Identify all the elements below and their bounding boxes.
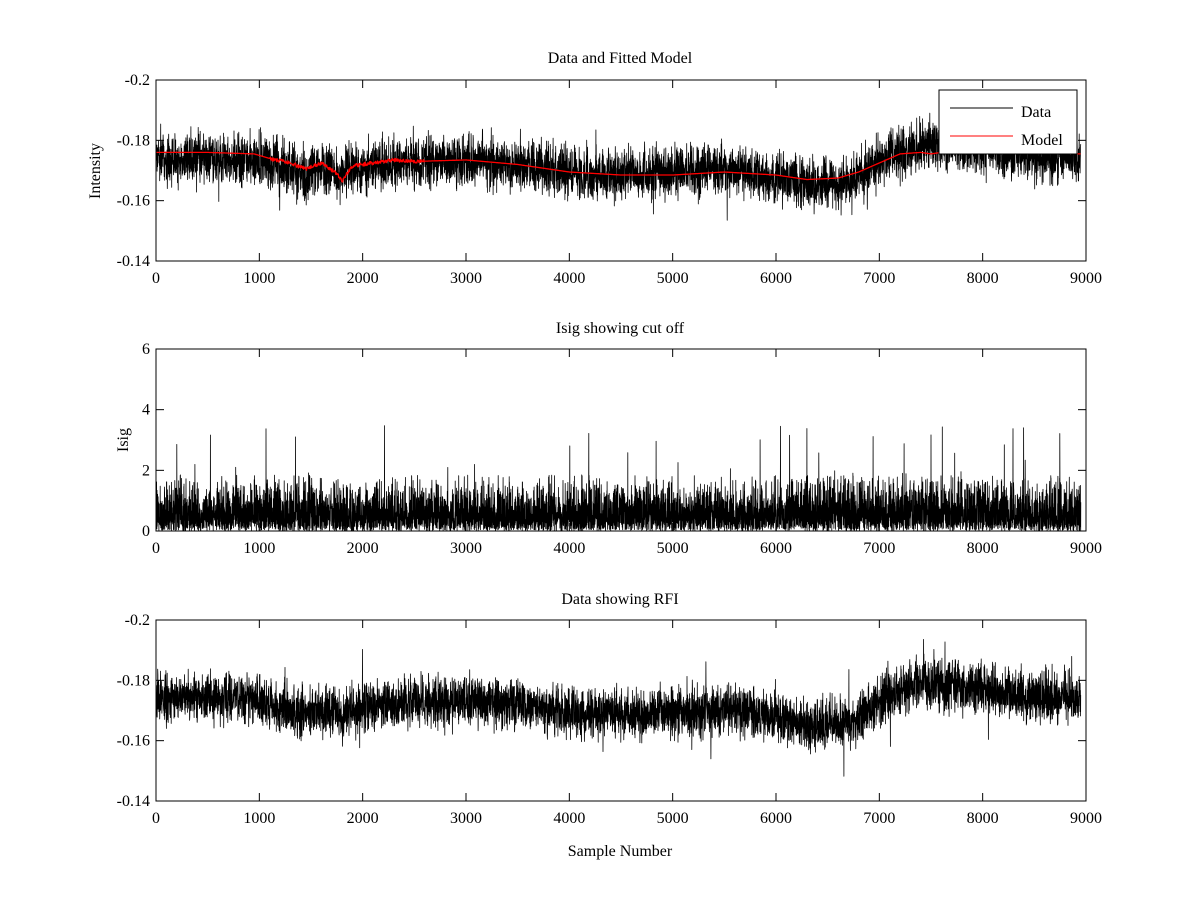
p3-x-tick-label: 4000: [553, 810, 585, 827]
p1-x-tick-label: 1000: [243, 270, 275, 287]
panel-3-x-axis-label: Sample Number: [568, 843, 673, 860]
p1-x-tick-label: 8000: [967, 270, 999, 287]
panel-2-plot-area: [156, 425, 1082, 531]
p1-series-data: [156, 112, 1082, 221]
p2-x-tick-label: 7000: [863, 540, 895, 557]
p3-x-tick-label: 7000: [863, 810, 895, 827]
panel-1-plot-area: [156, 112, 1082, 221]
p2-y-tick-label: 2: [142, 462, 150, 479]
p1-x-tick-label: 7000: [863, 270, 895, 287]
panel-3-frame: [155, 619, 1087, 802]
p1-x-tick-label: 4000: [553, 270, 585, 287]
p2-y-tick-label: 0: [142, 523, 150, 540]
p3-x-tick-label: 3000: [450, 810, 482, 827]
p3-y-tick-label: -0.2: [125, 612, 150, 629]
p2-x-tick-label: 6000: [760, 540, 792, 557]
p1-x-tick-label: 0: [152, 270, 160, 287]
p1-x-tick-label: 6000: [760, 270, 792, 287]
panel-3-plot-area: [156, 639, 1082, 777]
legend-box: [938, 89, 1078, 155]
p1-y-tick-label: -0.16: [117, 193, 150, 210]
panel-1-y-axis-label: Intensity: [87, 143, 104, 199]
legend-entry-data: Data: [1021, 104, 1051, 121]
p1-y-tick-label: -0.2: [125, 72, 150, 89]
panel-2-y-ticks: 0 2 4 6: [142, 341, 1086, 540]
p2-y-tick-label: 4: [142, 402, 150, 419]
p2-x-tick-label: 9000: [1070, 540, 1102, 557]
panel-2-frame: [155, 348, 1087, 532]
panel-2-y-axis-label: Isig: [115, 428, 132, 452]
p1-x-tick-label: 9000: [1070, 270, 1102, 287]
p3-x-tick-label: 1000: [243, 810, 275, 827]
p3-x-tick-label: 6000: [760, 810, 792, 827]
p3-x-tick-label: 0: [152, 810, 160, 827]
p1-y-tick-label: -0.14: [117, 253, 150, 270]
panel-data-and-model: Data and Fitted Model 0 1000 2000 3000 4000 5…: [87, 50, 1102, 287]
p1-x-tick-label: 5000: [657, 270, 689, 287]
p2-x-tick-label: 4000: [553, 540, 585, 557]
p2-x-tick-label: 0: [152, 540, 160, 557]
p2-x-tick-label: 2000: [347, 540, 379, 557]
panel-isig: Isig showing cut off 0 1000 2000 3000 4000 50…: [115, 320, 1102, 557]
panel-2-x-ticks: 0 1000 2000 3000 4000 5000 6000 7000 8000 9000: [152, 349, 1102, 557]
p1-x-tick-label: 3000: [450, 270, 482, 287]
p3-series-series-0: [156, 639, 1082, 777]
panel-1-y-ticks: -0.14 -0.16 -0.18 -0.2: [117, 72, 1086, 270]
p3-y-tick-label: -0.14: [117, 793, 150, 810]
p2-x-tick-label: 3000: [450, 540, 482, 557]
panel-1-title: Data and Fitted Model: [548, 50, 693, 67]
legend: Data Model: [938, 89, 1078, 155]
p3-y-tick-label: -0.16: [117, 733, 150, 750]
panel-data-showing-rfi: Data showing RFI 0 1000 2000 3000 4000 5000 60…: [117, 591, 1102, 860]
panel-3-y-ticks: -0.14 -0.16 -0.18 -0.2: [117, 612, 1086, 810]
p2-x-tick-label: 5000: [657, 540, 689, 557]
p2-y-tick-label: 6: [142, 341, 150, 358]
p3-x-tick-label: 8000: [967, 810, 999, 827]
p3-x-tick-label: 5000: [657, 810, 689, 827]
panel-3-title: Data showing RFI: [561, 591, 678, 608]
p1-series-model: [156, 150, 1081, 183]
p1-y-tick-label: -0.18: [117, 132, 150, 149]
p3-x-tick-label: 2000: [347, 810, 379, 827]
p2-x-tick-label: 8000: [967, 540, 999, 557]
panel-2-title: Isig showing cut off: [556, 320, 685, 337]
panel-1-frame: [155, 79, 1087, 262]
panel-1-x-ticks: 0 1000 2000 3000 4000 5000 6000 7000 8000 9000: [152, 80, 1102, 287]
p2-series-series-0: [156, 425, 1082, 531]
p1-x-tick-label: 2000: [347, 270, 379, 287]
p2-x-tick-label: 1000: [243, 540, 275, 557]
p3-y-tick-label: -0.18: [117, 672, 150, 689]
p3-x-tick-label: 9000: [1070, 810, 1102, 827]
legend-entry-model: Model: [1021, 132, 1063, 149]
panel-3-x-ticks: 0 1000 2000 3000 4000 5000 6000 7000 8000 9000: [152, 620, 1102, 827]
